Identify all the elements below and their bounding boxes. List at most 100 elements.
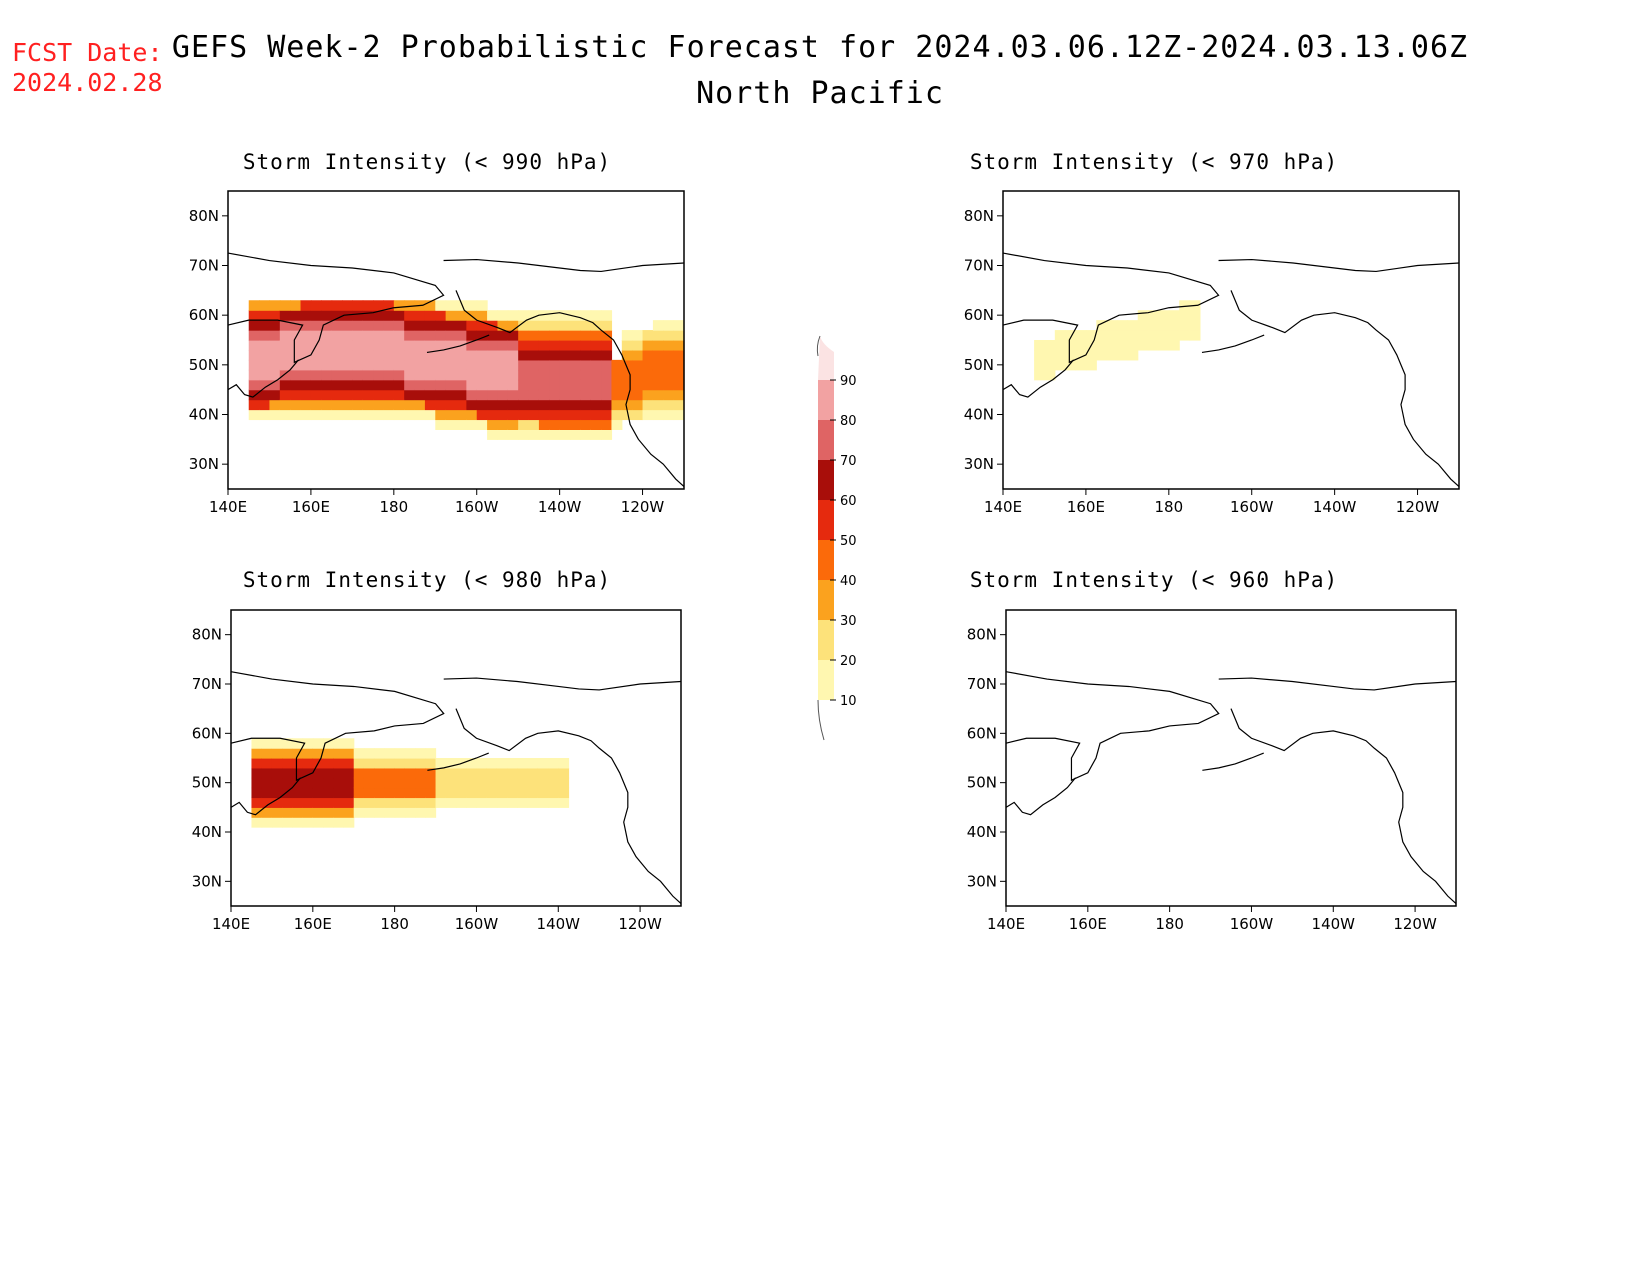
probability-cell xyxy=(383,300,395,311)
probability-cell xyxy=(435,330,447,341)
probability-cell xyxy=(1044,359,1056,371)
probability-cell xyxy=(248,359,260,371)
probability-cell xyxy=(425,797,437,808)
probability-cell xyxy=(549,429,561,440)
probability-cell xyxy=(352,310,364,321)
probability-cell xyxy=(518,349,530,361)
probability-cell xyxy=(497,330,509,341)
probability-cell xyxy=(507,409,519,421)
probability-cell xyxy=(282,738,293,749)
probability-cell xyxy=(300,389,312,401)
probability-cell xyxy=(279,369,291,381)
probability-cell xyxy=(383,340,395,351)
probability-cell xyxy=(496,797,508,808)
lat-tick-label: 70N xyxy=(192,675,222,693)
probability-cell xyxy=(425,777,437,789)
probability-cell xyxy=(383,369,395,381)
probability-cell xyxy=(611,419,623,430)
probability-cell xyxy=(248,320,260,331)
lat-tick-label: 30N xyxy=(967,872,997,890)
probability-cell xyxy=(456,300,467,311)
probability-cell xyxy=(673,399,685,411)
probability-cell xyxy=(373,409,385,421)
probability-cell xyxy=(518,399,530,411)
lat-tick-label: 60N xyxy=(967,724,997,742)
probability-cell xyxy=(269,320,281,331)
main-title: GEFS Week-2 Probabilistic Forecast for 2… xyxy=(171,30,1469,65)
probability-cell xyxy=(611,399,623,411)
probability-cell xyxy=(1179,300,1191,311)
probability-cell xyxy=(362,399,374,411)
probability-cell xyxy=(393,310,405,321)
panel-title-980: Storm Intensity (< 980 hPa) xyxy=(242,568,612,592)
probability-cell xyxy=(269,399,281,411)
probability-cell xyxy=(363,797,375,808)
probability-cell xyxy=(466,359,478,371)
probability-cell xyxy=(507,429,519,440)
probability-cell xyxy=(456,310,467,321)
probability-cell xyxy=(331,340,343,351)
probability-cell xyxy=(373,399,385,411)
probability-cell xyxy=(497,359,509,371)
probability-cell xyxy=(424,359,436,371)
probability-cell xyxy=(642,399,654,411)
probability-cell xyxy=(343,777,355,789)
probability-cell xyxy=(507,379,519,391)
probability-cell xyxy=(548,767,559,779)
probability-cell xyxy=(673,359,685,371)
probability-cell xyxy=(290,359,302,371)
probability-cell xyxy=(476,349,488,361)
probability-cell xyxy=(279,310,291,321)
probability-cell xyxy=(312,738,324,749)
probability-cell xyxy=(251,748,263,759)
probability-cell xyxy=(528,429,540,440)
probability-cell xyxy=(559,330,571,341)
probability-cell xyxy=(497,369,509,381)
probability-cell xyxy=(279,320,291,331)
probability-cell xyxy=(537,777,549,789)
probability-cell xyxy=(548,758,559,769)
probability-cell xyxy=(331,310,343,321)
probability-cell xyxy=(435,310,447,321)
probability-cell xyxy=(404,379,416,391)
probability-cell xyxy=(445,300,457,311)
probability-cell xyxy=(302,797,314,808)
probability-cell xyxy=(290,340,302,351)
probability-cell xyxy=(1137,340,1149,351)
probability-cell xyxy=(642,389,654,401)
coastline xyxy=(227,252,445,364)
probability-cell xyxy=(570,399,581,411)
probability-cell xyxy=(466,369,478,381)
probability-cell xyxy=(518,359,530,371)
probability-cell xyxy=(362,409,374,421)
coastline xyxy=(1230,708,1457,904)
probability-cell xyxy=(394,797,406,808)
probability-cell xyxy=(621,379,633,391)
probability-cell xyxy=(663,409,675,421)
probability-cell xyxy=(302,748,314,759)
probability-cell xyxy=(580,330,592,341)
probability-cell xyxy=(487,349,499,361)
probability-cell xyxy=(384,807,396,818)
lon-tick-label: 120W xyxy=(618,915,662,933)
probability-cell xyxy=(352,379,364,391)
probability-cell xyxy=(290,389,302,401)
probability-cell xyxy=(549,369,561,381)
probability-cell xyxy=(248,389,260,401)
map-panel-p980: 80N 70N 60N 50N 40N 30N 140E 160E 180 160W 140W 120… xyxy=(192,609,682,933)
probability-cell xyxy=(1065,349,1077,361)
probability-cell xyxy=(435,409,447,421)
probability-cell xyxy=(527,787,539,799)
probability-cell xyxy=(292,738,304,749)
probability-cell xyxy=(487,369,499,381)
probability-cell xyxy=(549,409,561,421)
probability-cell xyxy=(445,320,457,331)
probability-cell xyxy=(570,409,581,421)
probability-cell xyxy=(517,777,529,789)
probability-cell xyxy=(611,389,623,401)
coastline xyxy=(443,677,682,691)
probability-cell xyxy=(476,399,488,411)
probability-cell xyxy=(269,349,281,361)
lat-tick-label: 50N xyxy=(192,774,222,792)
panel-title-970: Storm Intensity (< 970 hPa) xyxy=(969,150,1339,174)
